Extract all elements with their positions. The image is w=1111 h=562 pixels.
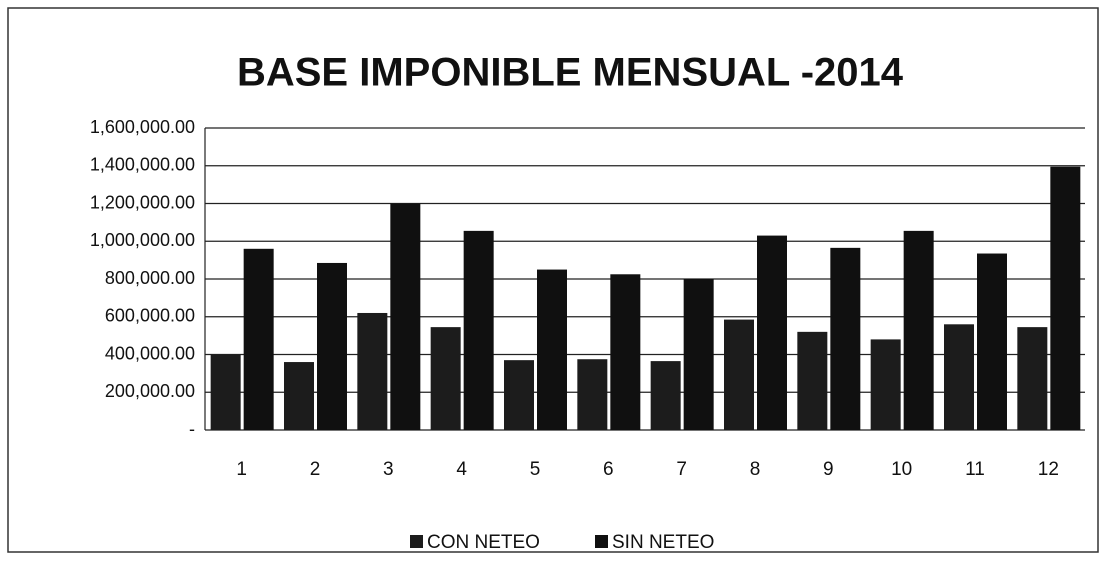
legend-swatch [410,535,423,548]
legend-label: SIN NETEO [612,532,714,553]
x-tick-label: 6 [603,459,614,480]
x-tick-label: 7 [676,459,687,480]
x-tick-label: 1 [236,459,247,480]
y-tick-label: 200,000.00 [105,381,195,401]
chart-title: BASE IMPONIBLE MENSUAL -2014 [237,51,904,95]
bar [797,331,828,430]
bar [1050,166,1081,430]
bar [870,339,901,430]
x-tick-label: 9 [823,459,834,480]
legend-label: CON NETEO [427,532,540,553]
bar [317,262,347,430]
x-tick-label: 11 [965,459,985,480]
bar [650,361,681,430]
x-tick-label: 12 [1038,459,1059,480]
bar [537,269,567,430]
legend-swatch [595,535,608,548]
bar [903,230,934,430]
bar [210,354,241,430]
bar [610,274,641,430]
y-tick-label: - [189,419,195,439]
y-tick-label: 1,200,000.00 [90,192,195,212]
x-tick-label: 5 [530,459,541,480]
bar [577,359,608,430]
bar [504,360,534,430]
bar [357,312,388,430]
bar [243,248,274,430]
bar [724,319,754,430]
y-tick-label: 1,400,000.00 [90,155,195,175]
bar [430,327,461,430]
y-tick-label: 1,000,000.00 [90,230,195,250]
y-tick-label: 400,000.00 [105,343,195,363]
y-tick-label: 600,000.00 [105,306,195,326]
x-tick-label: 10 [891,459,912,480]
bar [284,362,314,430]
bar [944,324,974,430]
bar [463,230,494,430]
x-tick-label: 3 [383,459,394,480]
bar [390,203,421,430]
x-tick-label: 8 [750,459,761,480]
bar [683,279,714,430]
bar [1017,327,1048,430]
y-tick-label: 800,000.00 [105,268,195,288]
bar [757,235,787,430]
y-tick-label: 1,600,000.00 [90,117,195,137]
bar [977,253,1007,430]
bar [830,247,861,430]
x-tick-label: 4 [456,459,467,480]
x-tick-label: 2 [310,459,321,480]
